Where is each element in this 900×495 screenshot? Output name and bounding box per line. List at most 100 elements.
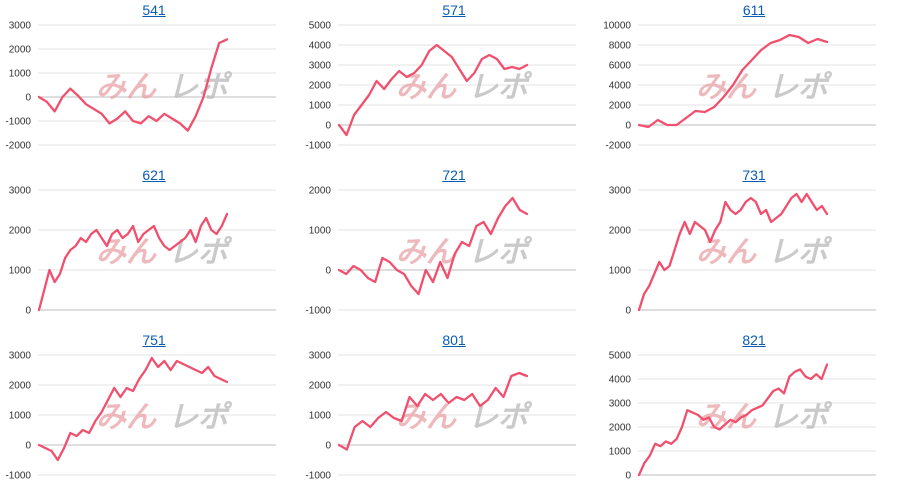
y-tick-label: 0 — [325, 266, 331, 277]
y-tick-label: 1000 — [9, 266, 32, 277]
y-tick-label: 8000 — [609, 41, 632, 52]
y-tick-label: -1000 — [305, 306, 331, 317]
y-tick-label: -2000 — [5, 141, 31, 152]
y-tick-label: -1000 — [305, 471, 331, 482]
watermark-logo: みん レポ — [96, 235, 233, 270]
watermark-text-gray: レポ — [168, 235, 233, 270]
y-tick-label: 2000 — [309, 186, 332, 197]
y-tick-label: 2000 — [309, 381, 332, 392]
series-line — [337, 196, 529, 296]
chart-title-link[interactable]: 801 — [442, 332, 466, 348]
y-tick-label: 0 — [625, 306, 631, 317]
y-tick-label: 3000 — [9, 351, 32, 362]
y-tick-label: 3000 — [609, 186, 632, 197]
y-tick-label: 2000 — [9, 226, 32, 237]
watermark-text-pink: みん — [696, 70, 757, 105]
chart-panel-621: 621 0 1000 2000 3000 みん レポ — [0, 165, 300, 330]
y-tick-label: 3000 — [309, 351, 332, 362]
series-line — [337, 43, 529, 137]
y-tick-label: 5000 — [309, 21, 332, 32]
y-tick-label: 4000 — [309, 41, 332, 52]
watermark-text-gray: レポ — [468, 400, 533, 435]
watermark-text-pink: みん — [96, 70, 157, 105]
watermark-text-gray: レポ — [768, 70, 833, 105]
watermark-text-gray: レポ — [468, 235, 533, 270]
y-tick-label: 1000 — [309, 411, 332, 422]
watermark-logo: みん レポ — [696, 70, 833, 105]
line-chart-svg: -1000 0 1000 2000 3000 みん レポ — [305, 351, 576, 482]
chart-panel-721: 721 -1000 0 1000 2000 みん レポ — [300, 165, 600, 330]
y-tick-label: -1000 — [5, 471, 31, 482]
y-tick-label: -1000 — [5, 117, 31, 128]
chart-title-link[interactable]: 571 — [442, 2, 466, 18]
y-tick-label: 3000 — [9, 186, 32, 197]
y-tick-label: 5000 — [609, 351, 632, 362]
chart-panel-541: 541 -2000 -1000 0 1000 2000 3000 みん レポ — [0, 0, 300, 165]
chart-panel-731: 731 0 1000 2000 3000 みん レポ — [600, 165, 900, 330]
watermark-text-gray: レポ — [768, 400, 833, 435]
y-tick-label: 1000 — [9, 69, 32, 80]
y-tick-label: 0 — [625, 121, 631, 132]
chart-panel-801: 801 -1000 0 1000 2000 3000 みん レポ — [300, 330, 600, 495]
chart-panel-571: 571 -1000 0 1000 2000 3000 4000 5000 みん レポ — [300, 0, 600, 165]
y-tick-label: 1000 — [309, 226, 332, 237]
chart-panel-751: 751 -1000 0 1000 2000 3000 みん レポ — [0, 330, 300, 495]
watermark-logo: みん レポ — [96, 400, 233, 435]
y-tick-label: 4000 — [609, 81, 632, 92]
chart-title-link[interactable]: 721 — [442, 167, 466, 183]
watermark-text-gray: レポ — [468, 70, 533, 105]
y-tick-label: 1000 — [9, 411, 32, 422]
y-tick-label: 2000 — [609, 423, 632, 434]
y-tick-label: 10000 — [603, 21, 631, 32]
y-tick-label: 0 — [25, 306, 31, 317]
watermark-text-pink: みん — [396, 400, 457, 435]
chart-panel-821: 821 0 1000 2000 3000 4000 5000 みん レポ — [600, 330, 900, 495]
y-tick-label: 2000 — [9, 381, 32, 392]
chart-panel-611: 611 -2000 0 2000 4000 6000 8000 10000 みん レポ — [600, 0, 900, 165]
chart-title-link[interactable]: 611 — [742, 2, 766, 18]
watermark-text-pink: みん — [96, 235, 157, 270]
y-tick-label: 1000 — [609, 447, 632, 458]
series-line — [637, 363, 829, 477]
watermark-logo: みん レポ — [696, 400, 833, 435]
y-tick-label: 0 — [325, 441, 331, 452]
chart-title-link[interactable]: 751 — [142, 332, 166, 348]
y-tick-label: 3000 — [309, 61, 332, 72]
y-tick-label: 2000 — [609, 226, 632, 237]
series-line — [337, 371, 529, 451]
y-tick-label: 1000 — [309, 101, 332, 112]
y-tick-label: -2000 — [605, 141, 631, 152]
series-line — [37, 212, 229, 312]
watermark-text-gray: レポ — [168, 70, 233, 105]
chart-title-link[interactable]: 621 — [142, 167, 166, 183]
y-tick-label: 2000 — [9, 45, 32, 56]
line-chart-svg: -1000 0 1000 2000 3000 みん レポ — [5, 351, 276, 482]
series-line — [37, 38, 229, 132]
series-line — [37, 356, 229, 462]
line-chart-svg: 0 1000 2000 3000 みん レポ — [609, 186, 876, 317]
chart-title-link[interactable]: 731 — [742, 167, 766, 183]
line-chart-svg: 0 1000 2000 3000 みん レポ — [9, 186, 276, 317]
watermark-logo: みん レポ — [696, 235, 833, 270]
y-tick-label: 1000 — [609, 266, 632, 277]
series-line — [637, 192, 829, 312]
watermark-text-pink: みん — [696, 235, 757, 270]
chart-title-link[interactable]: 821 — [742, 332, 766, 348]
watermark-logo: みん レポ — [396, 235, 533, 270]
y-tick-label: 0 — [25, 441, 31, 452]
line-chart-svg: -2000 -1000 0 1000 2000 3000 みん レポ — [5, 21, 276, 152]
y-tick-label: 2000 — [309, 81, 332, 92]
y-tick-label: 6000 — [609, 61, 632, 72]
y-tick-label: 2000 — [609, 101, 632, 112]
y-tick-label: 3000 — [9, 21, 32, 32]
chart-title-link[interactable]: 541 — [142, 2, 166, 18]
line-chart-svg: -2000 0 2000 4000 6000 8000 10000 みん レポ — [603, 21, 876, 152]
y-tick-label: 0 — [325, 121, 331, 132]
line-chart-svg: 0 1000 2000 3000 4000 5000 みん レポ — [609, 351, 876, 482]
watermark-text-gray: レポ — [768, 235, 833, 270]
y-tick-label: 3000 — [609, 399, 632, 410]
y-tick-label: 4000 — [609, 375, 632, 386]
line-chart-svg: -1000 0 1000 2000 みん レポ — [305, 186, 576, 317]
